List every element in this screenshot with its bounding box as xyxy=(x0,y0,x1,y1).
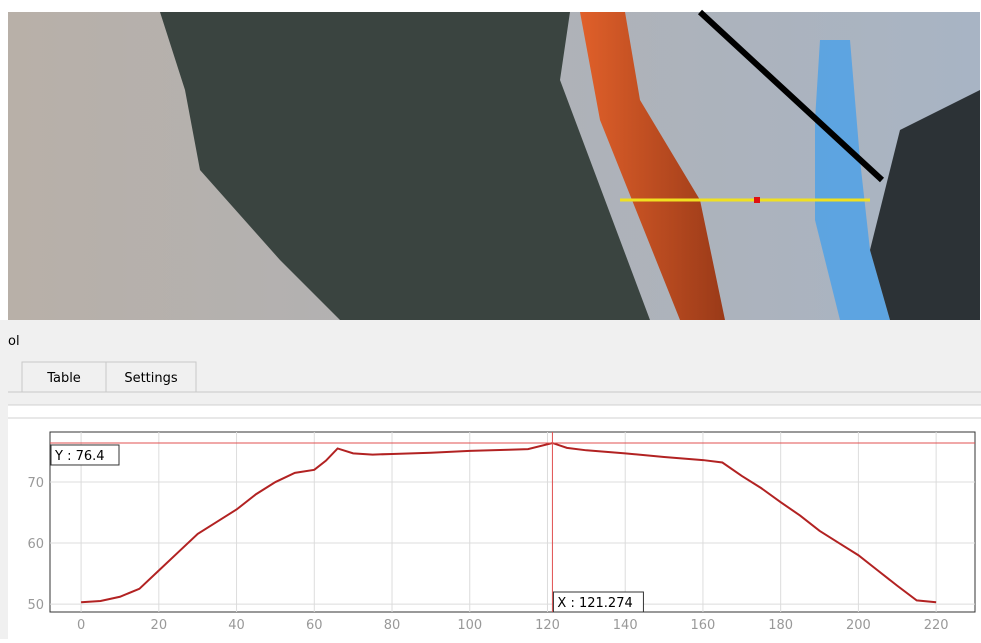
x-tick-label: 200 xyxy=(846,618,871,633)
tab-label[interactable]: Table xyxy=(46,371,81,386)
screen: ol Table Settings 0 20 40 60 80 100 120 140 160 1… xyxy=(0,0,981,639)
x-tick-label: 60 xyxy=(306,618,323,633)
y-tick-label: 50 xyxy=(27,598,44,613)
x-tick-label: 180 xyxy=(768,618,793,633)
x-tick-label: 20 xyxy=(151,618,168,633)
x-tick-label: 140 xyxy=(613,618,638,633)
x-tick-label: 160 xyxy=(691,618,716,633)
crosshair-y-label: Y : 76.4 xyxy=(54,449,105,464)
x-tick-label: 80 xyxy=(384,618,401,633)
y-tick-label: 70 xyxy=(27,476,44,491)
tab-label[interactable]: Settings xyxy=(124,371,178,386)
x-tick-label: 40 xyxy=(228,618,245,633)
y-tick-label: 60 xyxy=(27,537,44,552)
map-view[interactable] xyxy=(8,12,980,320)
x-tick-label: 220 xyxy=(924,618,949,633)
profile-point xyxy=(754,197,760,203)
x-tick-label: 100 xyxy=(457,618,482,633)
x-tick-label: 120 xyxy=(535,618,560,633)
crosshair-x-label: X : 121.274 xyxy=(557,596,632,611)
x-tick-label: 0 xyxy=(77,618,85,633)
panel-title: ol xyxy=(8,334,20,349)
page: ol Table Settings 0 20 40 60 80 100 120 140 160 1… xyxy=(0,0,981,639)
